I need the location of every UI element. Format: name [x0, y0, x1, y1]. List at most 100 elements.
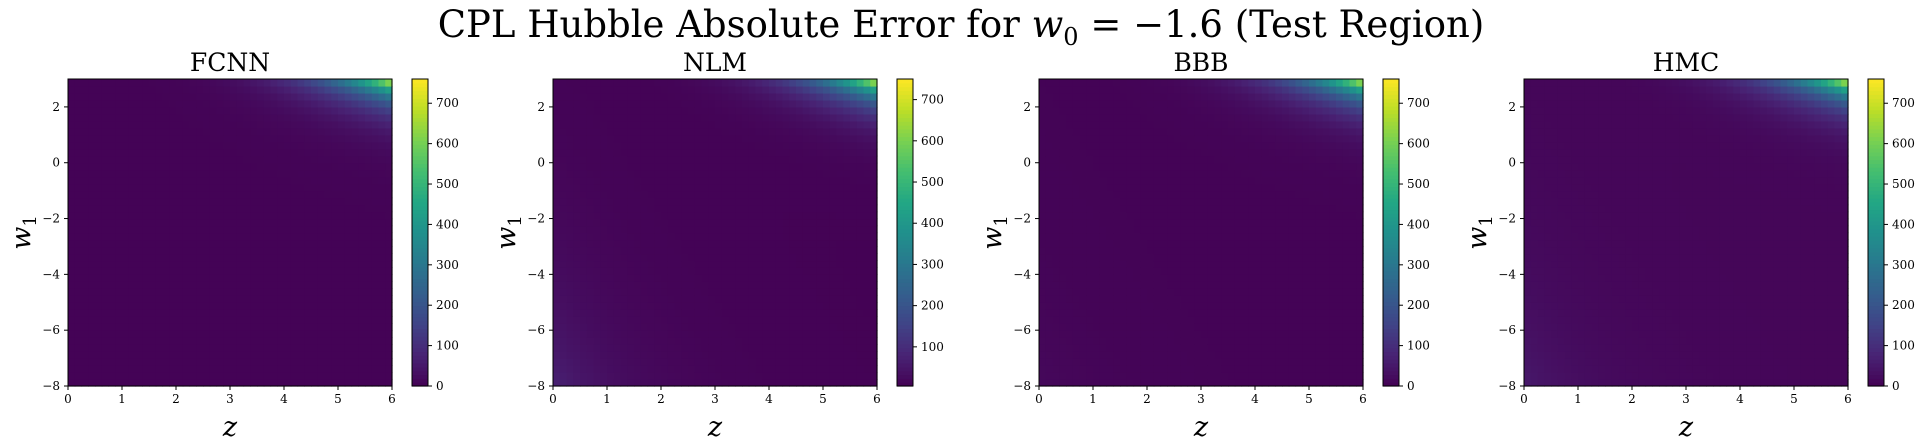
- heatmap-cell: [277, 113, 285, 122]
- heatmap-cell: [573, 183, 581, 192]
- heatmap-cell: [331, 183, 339, 192]
- heatmap-cell: [836, 120, 844, 129]
- heatmap-cell: [634, 246, 642, 255]
- heatmap-cell: [1045, 204, 1054, 213]
- colorbar-segment: [412, 251, 428, 257]
- heatmap-cell: [196, 155, 204, 164]
- heatmap-cell: [573, 190, 581, 199]
- heatmap-cell: [324, 211, 332, 220]
- heatmap-cell: [331, 372, 339, 380]
- heatmap-cell: [358, 120, 366, 129]
- heatmap-cell: [338, 295, 346, 303]
- heatmap-cell: [701, 92, 709, 101]
- heatmap-cell: [836, 127, 844, 136]
- heatmap-cell: [1106, 379, 1114, 387]
- heatmap-cell: [236, 183, 245, 192]
- heatmap-cell: [573, 274, 581, 282]
- heatmap-cell: [324, 183, 332, 192]
- heatmap-cell: [829, 106, 838, 115]
- heatmap-cell: [1086, 253, 1094, 262]
- heatmap-cell: [654, 183, 662, 192]
- heatmap-cell: [620, 197, 628, 206]
- colorbar-segment: [412, 155, 428, 161]
- heatmap-cell: [236, 225, 245, 234]
- heatmap: [1039, 79, 1364, 387]
- heatmap-cell: [863, 169, 871, 178]
- heatmap-cell: [155, 92, 164, 101]
- heatmap-cell: [1079, 351, 1087, 359]
- y-axis-label: w1: [491, 215, 526, 250]
- heatmap-cell: [728, 134, 736, 143]
- heatmap-cell: [351, 155, 359, 164]
- heatmap-cell: [782, 365, 790, 373]
- colorbar-segment: [412, 140, 428, 145]
- heatmap-cell: [385, 176, 393, 185]
- heatmap-cell: [742, 267, 750, 275]
- heatmap-cell: [122, 281, 130, 289]
- heatmap-cell: [1113, 190, 1121, 199]
- heatmap-cell: [634, 239, 642, 248]
- heatmap-cell: [344, 337, 353, 345]
- heatmap-cell: [338, 211, 346, 220]
- heatmap-cell: [823, 169, 831, 178]
- heatmap-cell: [715, 260, 723, 268]
- heatmap-cell: [108, 162, 116, 171]
- heatmap-cell: [135, 365, 143, 373]
- heatmap-cell: [721, 204, 730, 213]
- colorbar-segment: [897, 370, 913, 376]
- heatmap-cell: [620, 190, 628, 199]
- colorbar-segment: [412, 255, 428, 260]
- heatmap-cell: [230, 127, 238, 136]
- heatmap-cell: [796, 169, 804, 178]
- heatmap-cell: [836, 358, 844, 366]
- heatmap-cell: [263, 176, 272, 185]
- heatmap-cell: [701, 176, 709, 185]
- heatmap-cell: [559, 113, 568, 122]
- heatmap-cell: [600, 134, 608, 143]
- heatmap-cell: [378, 113, 386, 122]
- heatmap-cell: [620, 106, 628, 115]
- heatmap-cell: [101, 113, 110, 122]
- heatmap-cell: [1106, 92, 1114, 101]
- heatmap-cell: [149, 127, 157, 136]
- heatmap-cell: [607, 274, 615, 282]
- heatmap-cell: [142, 253, 150, 262]
- heatmap-cell: [782, 316, 790, 324]
- heatmap-cell: [149, 218, 157, 227]
- heatmap-cell: [162, 183, 170, 192]
- heatmap-cell: [162, 232, 170, 241]
- heatmap-cell: [284, 239, 292, 248]
- heatmap-cell: [68, 204, 76, 213]
- heatmap-cell: [311, 232, 319, 241]
- heatmap-cell: [586, 79, 595, 87]
- heatmap-cell: [189, 246, 197, 255]
- heatmap-cell: [796, 288, 804, 296]
- heatmap-cell: [115, 183, 123, 192]
- heatmap-cell: [68, 134, 76, 143]
- heatmap-cell: [88, 155, 96, 164]
- heatmap-cell: [634, 99, 642, 108]
- heatmap-cell: [324, 358, 332, 366]
- colorbar-segment: [412, 247, 428, 253]
- colorbar-segment: [897, 213, 913, 218]
- heatmap-cell: [95, 232, 103, 241]
- heatmap-cell: [802, 309, 811, 317]
- heatmap-cell: [189, 351, 197, 359]
- heatmap-cell: [816, 365, 824, 373]
- heatmap-cell: [1039, 309, 1047, 317]
- heatmap-cell: [559, 79, 568, 87]
- heatmap-cell: [816, 99, 824, 108]
- heatmap-cell: [270, 197, 278, 206]
- heatmap-cell: [620, 344, 628, 352]
- colorbar-segment: [412, 301, 428, 307]
- heatmap-cell: [566, 246, 574, 255]
- heatmap-cell: [755, 274, 763, 282]
- heatmap-cell: [586, 85, 595, 94]
- heatmap-cell: [203, 99, 211, 108]
- heatmap-cell: [176, 239, 184, 248]
- heatmap-cell: [358, 330, 366, 338]
- heatmap-cell: [223, 225, 231, 234]
- heatmap-cell: [324, 260, 332, 268]
- heatmap-cell: [122, 351, 130, 359]
- heatmap-cell: [823, 113, 831, 122]
